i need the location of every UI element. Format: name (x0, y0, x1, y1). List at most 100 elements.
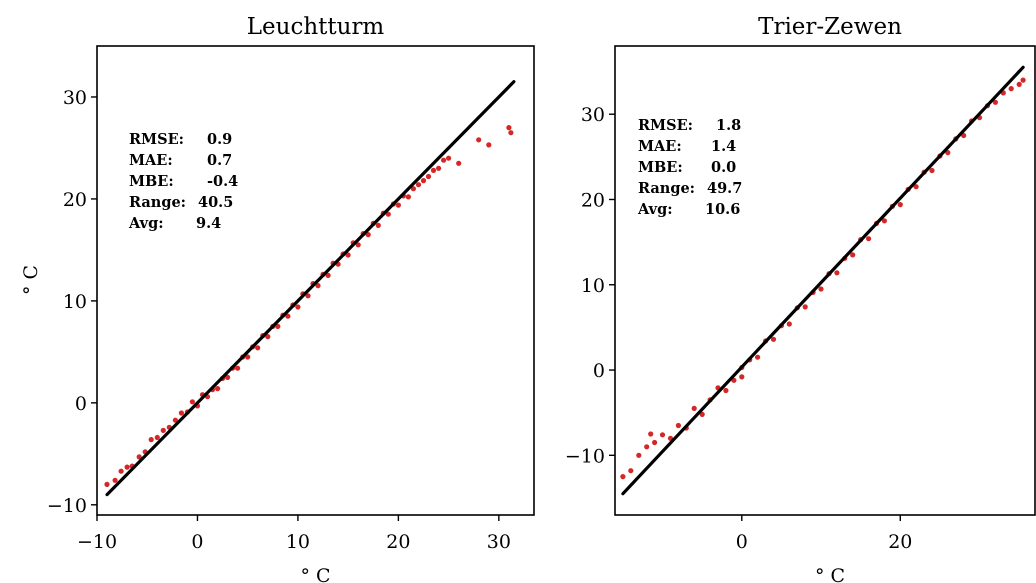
y-tick-label: 10 (581, 275, 605, 297)
stat-label: RMSE: (129, 131, 184, 148)
data-point (265, 334, 271, 340)
data-point (476, 137, 482, 143)
x-tick-label: 20 (386, 531, 410, 553)
x-ticks: −10 0 10 20 30 (77, 515, 511, 553)
data-point (295, 304, 301, 310)
data-point (245, 354, 251, 360)
data-point (104, 481, 110, 487)
stat-value: 10.6 (705, 201, 740, 218)
data-point (148, 437, 154, 443)
data-point (118, 468, 124, 474)
fit-line (621, 65, 1025, 496)
y-tick-label: 20 (581, 189, 605, 211)
y-tick-label: −10 (47, 495, 87, 517)
stat-label: Avg: (128, 215, 164, 232)
stat-value: 1.4 (711, 138, 736, 155)
y-tick-label: 0 (593, 360, 605, 382)
data-point (770, 336, 777, 342)
data-point (834, 270, 840, 276)
panel-leuchtturm: Leuchtturm ° C ° C −10 0 10 20 30 −10 0 10 20 30… (20, 14, 535, 583)
plot-frame (96, 45, 535, 516)
data-point (913, 184, 919, 190)
data-point (425, 173, 432, 180)
data-point (172, 417, 178, 423)
data-point (850, 252, 856, 258)
stats-box: RMSE: 1.8 MAE: 1.4 MBE: 0.0 Range: 49.7 … (637, 117, 742, 218)
stat-value: 0.0 (711, 159, 736, 176)
y-tick-label: −10 (565, 445, 605, 467)
data-point (315, 283, 321, 289)
data-point (124, 464, 130, 470)
data-point (160, 427, 166, 433)
stat-value: 40.5 (198, 194, 233, 211)
x-axis-label: ° C (815, 565, 845, 583)
data-point (739, 374, 745, 380)
y-ticks: −10 0 10 20 30 (565, 104, 615, 467)
y-ticks: −10 0 10 20 30 (47, 87, 97, 517)
data-point (620, 474, 626, 480)
data-point (699, 411, 705, 417)
stat-value: 1.8 (716, 117, 741, 134)
data-point (866, 236, 872, 242)
data-point (723, 387, 729, 394)
panel-title: Leuchtturm (247, 14, 385, 40)
panel-trier-zewen: Trier-Zewen ° C 0 20 −10 0 10 20 30 RMSE: 1.8… (565, 14, 1036, 583)
data-point (275, 323, 281, 329)
x-ticks: 0 20 (736, 515, 912, 553)
stat-value: -0.4 (207, 173, 238, 190)
fit-line-group (105, 80, 516, 497)
x-tick-label: 0 (191, 531, 203, 553)
data-point (786, 321, 792, 327)
data-point (405, 194, 411, 200)
y-tick-label: 10 (63, 291, 87, 313)
y-tick-label: 0 (75, 393, 87, 415)
data-point (436, 165, 442, 171)
data-point (659, 432, 666, 438)
x-tick-label: 0 (736, 531, 748, 553)
data-point (285, 313, 291, 319)
panel-title: Trier-Zewen (758, 14, 902, 40)
data-point (506, 125, 512, 131)
data-point (486, 142, 492, 148)
data-point (235, 365, 241, 371)
data-point (154, 434, 160, 441)
stat-value: 0.9 (207, 131, 232, 148)
data-point (456, 160, 462, 166)
data-point (636, 452, 642, 458)
data-point (652, 439, 658, 446)
data-point (897, 202, 903, 208)
data-point (818, 286, 824, 292)
data-point (508, 130, 514, 136)
x-tick-label: −10 (77, 531, 117, 553)
data-point (644, 444, 650, 450)
data-point (628, 468, 634, 474)
data-point (305, 293, 311, 299)
stat-label: Range: (129, 194, 186, 211)
data-point (178, 410, 184, 416)
y-tick-label: 30 (581, 104, 605, 126)
y-axis-label: ° C (20, 265, 42, 295)
data-point (136, 454, 142, 460)
stat-label: RMSE: (638, 117, 693, 134)
data-point (1008, 86, 1014, 92)
data-point (420, 178, 427, 184)
y-tick-label: 20 (63, 189, 87, 211)
x-axis-label: ° C (300, 565, 330, 583)
data-point (675, 422, 682, 429)
data-point (410, 186, 416, 192)
stat-label: MBE: (129, 173, 174, 190)
data-point (691, 405, 697, 411)
data-point (112, 477, 118, 483)
fit-line-group (621, 65, 1025, 496)
data-point (992, 99, 999, 105)
x-tick-label: 20 (888, 531, 912, 553)
data-point (385, 211, 391, 217)
x-tick-label: 30 (487, 531, 511, 553)
x-tick-label: 10 (286, 531, 310, 553)
stat-label: MAE: (638, 138, 682, 155)
data-point (945, 150, 951, 156)
data-point (189, 399, 195, 405)
data-point (325, 272, 331, 278)
data-point (1020, 77, 1026, 83)
